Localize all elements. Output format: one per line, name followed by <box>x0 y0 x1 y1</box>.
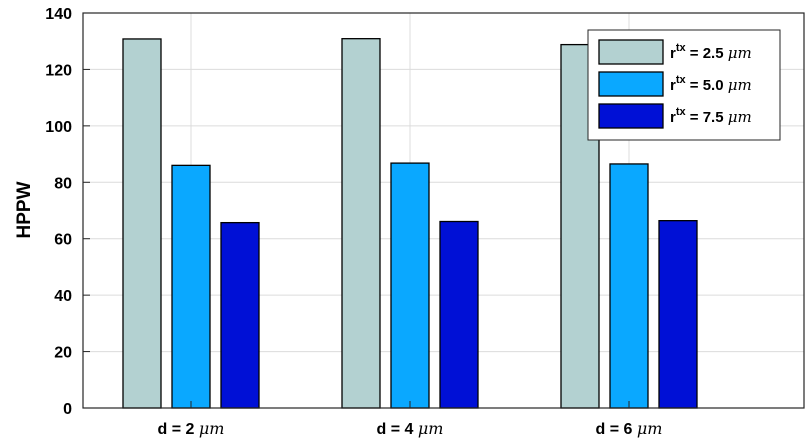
y-tick-label: 120 <box>45 62 72 79</box>
legend-entry-label: rtx = 7.5 μm <box>670 106 752 126</box>
legend-entry-label: rtx = 5.0 μm <box>670 74 752 94</box>
y-tick-label: 140 <box>45 6 72 23</box>
y-tick-label: 100 <box>45 119 72 136</box>
bar <box>609 163 649 409</box>
y-tick-label: 20 <box>54 345 72 362</box>
bar <box>341 38 381 409</box>
x-tick-label: d = 6 μm <box>596 419 663 438</box>
bar <box>171 164 211 409</box>
y-tick-label: 60 <box>54 232 72 249</box>
y-tick-label: 80 <box>54 175 72 192</box>
x-tick-label: d = 4 μm <box>377 419 444 438</box>
x-tick-label: d = 2 μm <box>158 419 225 438</box>
legend-swatch <box>598 103 664 129</box>
legend-entry-label: rtx = 2.5 μm <box>670 42 752 62</box>
y-ticks: 0 20 40 60 80 100 120 140 <box>45 6 90 418</box>
legend-swatch <box>598 39 664 65</box>
bar <box>439 220 479 409</box>
bar <box>390 162 430 409</box>
y-axis-label: HPPW <box>14 181 35 238</box>
x-ticks: d = 2 μm d = 4 μm d = 6 μm <box>158 401 663 438</box>
legend: rtx = 2.5 μm rtx = 5.0 μm rtx = 7.5 μm <box>587 29 781 141</box>
plot-frame <box>82 12 805 409</box>
bar <box>658 220 698 409</box>
bars <box>122 38 698 409</box>
y-tick-label: 0 <box>63 401 72 418</box>
bar <box>220 221 260 409</box>
bar <box>122 38 162 409</box>
y-tick-label: 40 <box>54 288 72 305</box>
legend-swatch <box>598 71 664 97</box>
